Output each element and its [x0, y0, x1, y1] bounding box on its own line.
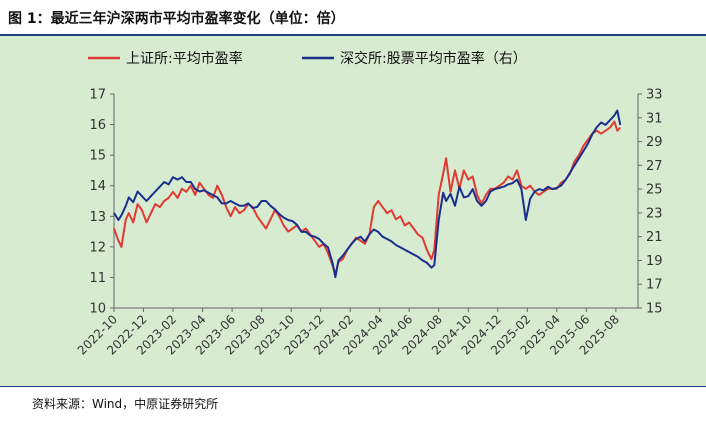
title-bar: 图 1：最近三年沪深两市平均市盈率变化（单位：倍） [0, 0, 706, 36]
y-right-tick-label: 31 [646, 111, 663, 126]
y-right-tick-label: 15 [646, 302, 663, 317]
source-bar: 资料来源：Wind，中原证券研究所 [0, 386, 706, 422]
legend-label-sh: 上证所:平均市盈率 [126, 50, 243, 67]
legend-label-sz: 深交所:股票平均市盈率（右） [340, 50, 527, 67]
series-line-sh [113, 120, 622, 276]
y-right-tick-label: 17 [646, 278, 663, 293]
y-right-tick-label: 33 [646, 88, 663, 103]
y-right-tick-label: 27 [646, 159, 663, 174]
y-left-tick-label: 12 [89, 240, 106, 255]
y-left-tick-label: 11 [89, 271, 106, 286]
axes: 1011121314151617151719212325272931332022… [75, 88, 663, 358]
source-note: 资料来源：Wind，中原证券研究所 [32, 397, 219, 411]
legend: 上证所:平均市盈率 深交所:股票平均市盈率（右） [88, 50, 527, 67]
y-right-tick-label: 21 [646, 230, 663, 245]
y-left-tick-label: 15 [89, 149, 106, 164]
series-layer [113, 109, 622, 279]
y-left-tick-label: 14 [89, 179, 106, 194]
y-left-tick-label: 10 [89, 302, 106, 317]
y-left-tick-label: 17 [89, 88, 106, 103]
chart-title: 图 1：最近三年沪深两市平均市盈率变化（单位：倍） [8, 11, 345, 27]
y-right-tick-label: 23 [646, 206, 663, 221]
plot-panel: 上证所:平均市盈率 深交所:股票平均市盈率（右） 10 11 12 13 14 15 16 1… [0, 36, 706, 386]
y-left-tick-label: 16 [89, 118, 106, 133]
line-chart: 上证所:平均市盈率 深交所:股票平均市盈率（右） 10 11 12 13 14 15 16 1… [75, 50, 663, 358]
y-right-tick-label: 19 [646, 254, 663, 269]
series-line-sz [113, 109, 622, 279]
y-left-tick-label: 13 [89, 210, 106, 225]
y-right-tick-label: 25 [646, 183, 663, 198]
y-right-tick-label: 29 [646, 135, 663, 150]
